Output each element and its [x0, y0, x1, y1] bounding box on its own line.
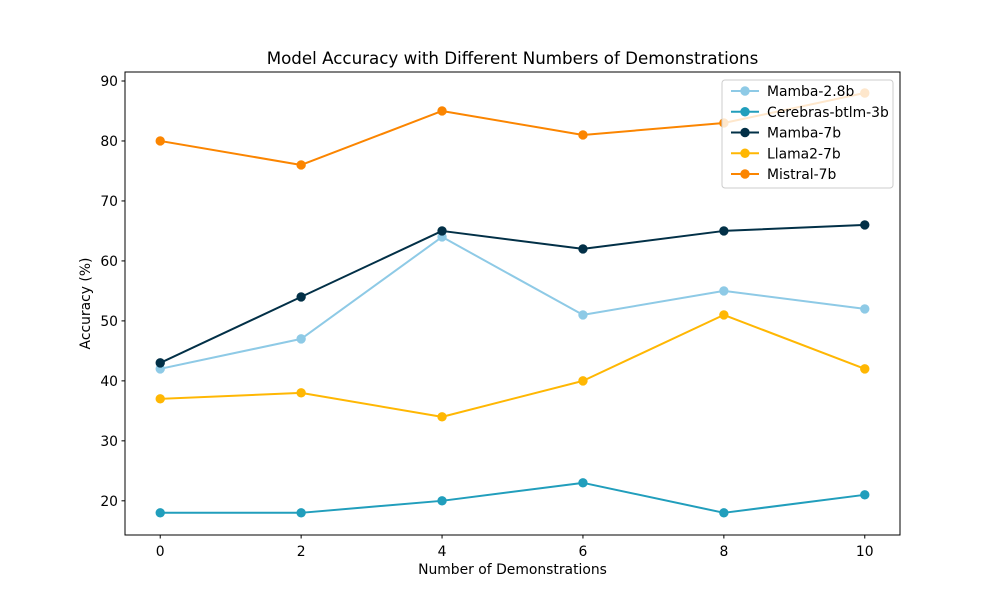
- legend-marker: [740, 169, 750, 179]
- series-mamba-7b: [155, 220, 870, 368]
- series-line-llama2-7b: [159, 313, 867, 418]
- series-llama2-7b: [155, 310, 870, 422]
- y-tick-label: 90: [100, 74, 118, 90]
- data-point: [578, 310, 588, 320]
- data-point: [296, 388, 306, 398]
- data-point: [437, 412, 447, 422]
- legend-marker: [740, 148, 750, 158]
- data-point: [578, 376, 588, 386]
- legend-label: Llama2-7b: [767, 146, 841, 162]
- y-tick-label: 50: [100, 314, 118, 330]
- data-point: [578, 130, 588, 140]
- data-point: [860, 490, 870, 500]
- y-tick-label: 70: [100, 194, 118, 210]
- legend-entry: Mistral-7b: [731, 167, 836, 183]
- data-point: [155, 136, 165, 146]
- x-tick-label: 2: [297, 544, 306, 560]
- data-point: [860, 304, 870, 314]
- x-tick-label: 6: [579, 544, 588, 560]
- data-point: [296, 334, 306, 344]
- legend-label: Mamba-7b: [767, 126, 841, 142]
- data-point: [437, 226, 447, 236]
- data-point: [578, 478, 588, 488]
- legend-marker: [740, 86, 750, 96]
- data-point: [719, 226, 729, 236]
- data-point: [860, 364, 870, 374]
- legend-marker: [740, 107, 750, 117]
- y-tick-label: 30: [100, 434, 118, 450]
- x-tick-label: 10: [856, 544, 874, 560]
- legend-label: Mistral-7b: [767, 167, 836, 183]
- data-point: [860, 220, 870, 230]
- series-line-cerebras-btlm-3b: [159, 481, 866, 514]
- y-tick-label: 20: [100, 494, 118, 510]
- legend-entry: Mamba-2.8b: [731, 84, 854, 100]
- y-tick-label: 60: [100, 254, 118, 270]
- data-point: [719, 508, 729, 518]
- legend: Mamba-2.8b Cerebras-btlm-3b Mamba-7b Llama2…: [721, 79, 894, 189]
- y-tick-label: 40: [100, 374, 118, 390]
- legend-label: Cerebras-btlm-3b: [767, 105, 889, 121]
- legend-entry: Llama2-7b: [731, 146, 841, 162]
- plot-frame: [124, 71, 901, 536]
- data-point: [296, 160, 306, 170]
- data-point: [296, 508, 306, 518]
- data-point: [155, 394, 165, 404]
- x-tick-label: 0: [156, 544, 165, 560]
- axes: 0 2 4 6 8 10 20 30 40 50 60 70 80 90: [100, 71, 901, 560]
- legend-entry: Mamba-7b: [731, 126, 841, 142]
- data-point: [296, 292, 306, 302]
- x-axis-label: Number of Demonstrations: [418, 562, 607, 578]
- chart-title: Model Accuracy with Different Numbers of…: [267, 48, 759, 68]
- series-mamba-2-8b: [155, 232, 870, 374]
- data-point: [155, 358, 165, 368]
- legend-label: Mamba-2.8b: [767, 84, 854, 100]
- legend-entry: Cerebras-btlm-3b: [731, 105, 889, 121]
- x-tick-label: 8: [719, 544, 728, 560]
- series-line-mamba-2-8b: [159, 235, 866, 371]
- series-cerebras-btlm-3b: [155, 478, 870, 518]
- data-point: [155, 508, 165, 518]
- data-point: [719, 310, 729, 320]
- data-point: [719, 286, 729, 296]
- x-tick-label: 4: [438, 544, 447, 560]
- legend-marker: [740, 127, 750, 138]
- y-tick-label: 80: [100, 134, 118, 150]
- series-line-mamba-7b: [158, 223, 866, 365]
- y-axis-label: Accuracy (%): [78, 258, 94, 350]
- legend-box: [721, 79, 894, 189]
- data-point: [578, 244, 588, 254]
- data-point: [437, 496, 447, 506]
- data-point: [437, 106, 447, 116]
